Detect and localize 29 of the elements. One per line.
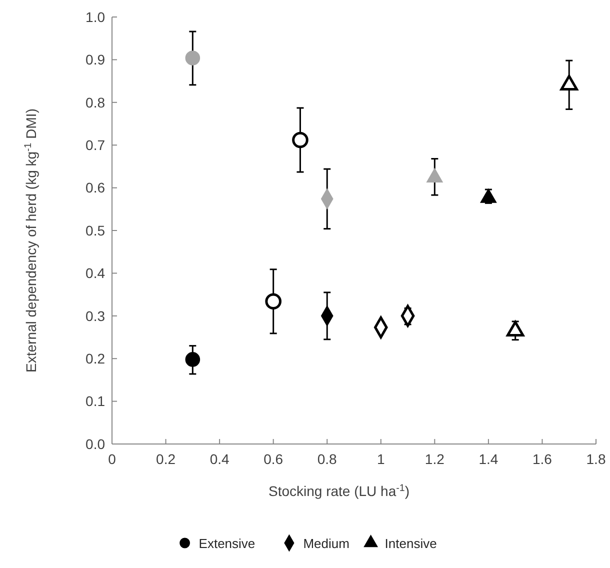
- legend-label: Medium: [303, 536, 350, 551]
- x-tick-label: 0.4: [210, 451, 230, 467]
- y-tick-label: 0.4: [86, 265, 106, 282]
- x-tick-label: 1.6: [532, 451, 552, 467]
- x-tick-label: 0.8: [317, 451, 338, 467]
- x-tick-label: 0.6: [264, 451, 284, 467]
- x-tick-label: 0: [108, 451, 116, 467]
- x-tick-label: 0.2: [156, 451, 176, 467]
- y-tick-label: 1.0: [86, 8, 106, 25]
- point: [185, 50, 200, 66]
- x-tick-label: 1.2: [424, 451, 445, 467]
- x-tick-label: 1.4: [478, 451, 498, 467]
- legend-label: Intensive: [384, 536, 437, 551]
- point: [265, 293, 282, 310]
- y-tick-label: 0.1: [86, 393, 106, 410]
- point: [292, 132, 308, 148]
- y-tick-label: 0.7: [86, 137, 106, 153]
- x-tick-label: 1: [376, 451, 385, 467]
- y-tick-label: 0.2: [86, 350, 106, 366]
- y-tick-label: 0.5: [86, 222, 106, 238]
- legend-label: Extensive: [198, 536, 256, 551]
- point: [185, 352, 200, 367]
- y-tick-label: 0.6: [86, 180, 106, 196]
- y-tick-label: 0.8: [86, 94, 106, 110]
- x-axis-title: Stocking rate (LU ha$^{-1}$): [268, 482, 410, 499]
- y-tick-label: 0.0: [86, 436, 106, 452]
- y-tick-label: 0.9: [86, 52, 106, 68]
- y-tick-label: 0.3: [86, 308, 106, 324]
- x-tick-label: 1.8: [586, 451, 606, 467]
